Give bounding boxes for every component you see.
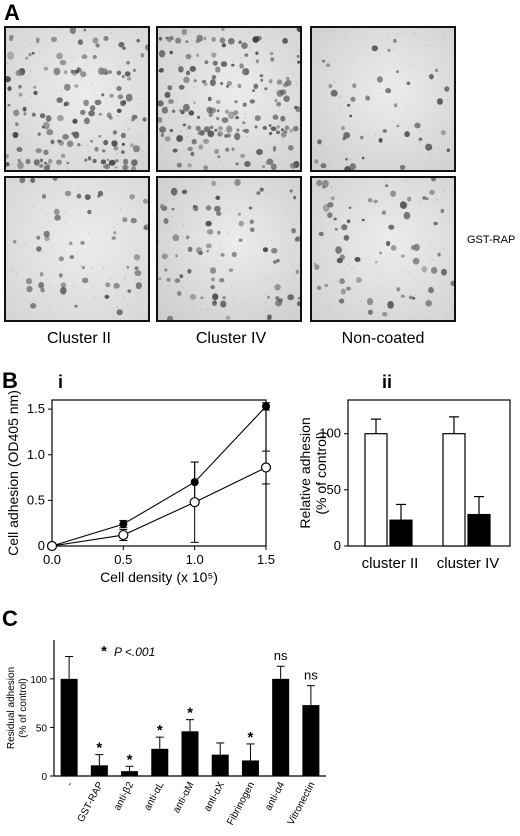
data-point-open (260, 462, 272, 473)
legend-star: * (101, 643, 107, 660)
category-label: anti-αM (171, 780, 196, 815)
y-tick-label: 0 (41, 772, 47, 783)
plot-frame (51, 399, 267, 547)
y-tick-label: 0 (334, 538, 341, 553)
category-label: Vitronectin (286, 780, 318, 827)
category-label: anti-β2 (112, 780, 136, 813)
bar (302, 705, 320, 776)
data-point-open (118, 529, 129, 541)
micrograph-bottom-3 (310, 176, 456, 322)
plot-frame (347, 399, 511, 547)
micrograph-background (6, 28, 148, 170)
column-label-cluster-iv: Cluster IV (195, 330, 267, 347)
y-tick-label: 50 (36, 723, 48, 734)
bar-black (389, 519, 413, 547)
bar-white (442, 433, 466, 547)
panel-b-ii-label: ii (382, 372, 393, 392)
y-axis-label: Relative adhesion (297, 417, 313, 528)
micrograph-background (6, 178, 148, 320)
x-tick-label: 1.0 (186, 552, 204, 567)
micrograph-background (158, 28, 300, 170)
bar (211, 754, 229, 776)
significance-annotation: * (187, 705, 193, 722)
bar-black (467, 513, 491, 547)
micrograph-top-2 (156, 26, 302, 172)
chart-relative-adhesion: 0 50 100 Relative adhesion (% of control) clu… (297, 399, 511, 572)
y-tick-label: 100 (30, 675, 47, 686)
y-axis-label: Residual adhesion (6, 667, 17, 749)
y-axis-label-unit: (% of control) (313, 431, 329, 514)
significance-annotation: * (96, 740, 102, 757)
micrograph-top-3 (310, 26, 456, 172)
column-label-non-coated: Non-coated (341, 330, 425, 347)
x-tick-label: 0.0 (43, 552, 61, 567)
chart-residual-adhesion: 0 50 100 Residual adhesion (% of control) - * G… (6, 640, 326, 827)
significance-annotation: * (157, 722, 163, 739)
bar (241, 760, 259, 776)
data-point-filled (262, 402, 270, 411)
category-label: cluster II (362, 555, 419, 572)
bar (151, 748, 169, 776)
micrograph-top-1 (4, 26, 150, 172)
category-label: anti-αX (202, 780, 227, 814)
category-label: anti-αL (142, 780, 166, 813)
bar-white (364, 433, 388, 547)
bar (121, 771, 139, 776)
x-tick-label: 1.5 (257, 552, 275, 567)
bar (272, 678, 290, 776)
micrograph-background (312, 28, 454, 170)
panel-b-i-label: i (58, 372, 64, 392)
x-tick-label: 0.5 (114, 552, 132, 567)
column-label-cluster-ii: Cluster II (46, 330, 111, 347)
x-axis-label: Cell density (x 10⁵) (100, 569, 218, 585)
significance-annotation: * (248, 729, 254, 746)
data-point-filled (119, 520, 128, 529)
y-tick-label: 0.5 (27, 492, 45, 507)
legend-text: P <.001 (114, 645, 155, 659)
category-label: Fibrinogen (225, 780, 257, 827)
panel-a-letter: A (4, 0, 20, 25)
significance-annotation: ns (274, 648, 288, 663)
data-point-open (189, 497, 200, 508)
y-tick-label: 100 (319, 426, 341, 441)
chart-cell-adhesion: 0.0 0.5 1.0 1.5 0 0.5 1.0 1.5 Cell density (x 10… (5, 390, 275, 585)
row-label-gst-rap: GST-RAP (467, 234, 516, 246)
bar (181, 731, 199, 776)
y-tick-label: 50 (327, 482, 341, 497)
y-tick-label: 1.5 (27, 401, 45, 416)
data-point-open (46, 540, 58, 552)
significance-annotation: * (127, 751, 133, 768)
panel-c-letter: C (2, 606, 18, 631)
micrograph-bottom-2 (156, 176, 302, 322)
y-tick-label: 0 (38, 538, 45, 553)
category-label: - (64, 780, 75, 788)
y-tick-label: 1.0 (27, 447, 45, 462)
y-axis-label-unit: (% of control) (18, 678, 29, 737)
bar (60, 678, 78, 776)
panel-b-letter: B (2, 368, 18, 393)
series-line-open (51, 467, 267, 547)
p-value-legend: * P <.001 (101, 643, 155, 660)
category-label: anti-α4 (263, 780, 287, 813)
y-axis-label: Cell adhesion (OD405 nm) (5, 390, 21, 556)
significance-annotation: ns (304, 668, 318, 683)
series-line-filled (51, 406, 267, 547)
micrograph-bottom-1 (4, 176, 150, 322)
category-label: cluster IV (437, 555, 500, 572)
category-label: GST-RAP (76, 780, 106, 824)
bar (90, 765, 108, 776)
